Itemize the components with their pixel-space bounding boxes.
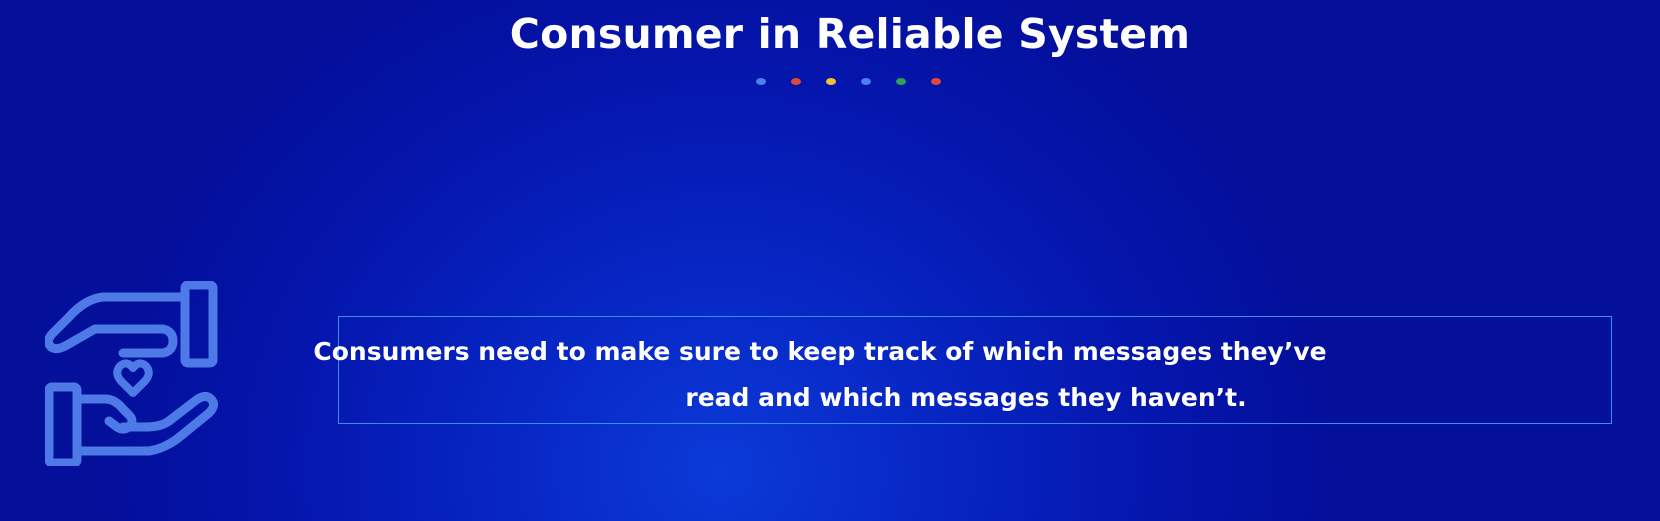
slide-title: Consumer in Reliable System [509,10,1191,58]
message-text: Consumers need to make sure to keep trac… [313,329,1613,421]
title-decoration-dots [756,78,941,86]
message-line: read and which messages they haven’t. [685,383,1247,412]
message-line: Consumers need to make sure to keep trac… [313,337,1327,366]
decor-dot [756,78,766,85]
hands-holding-heart-icon [45,281,219,466]
message-box: Consumers need to make sure to keep trac… [313,316,1613,424]
decor-dot [896,78,906,85]
decor-dot [931,78,941,85]
decor-dot [861,78,871,85]
decor-dot [791,78,801,85]
decor-dot [826,78,836,85]
